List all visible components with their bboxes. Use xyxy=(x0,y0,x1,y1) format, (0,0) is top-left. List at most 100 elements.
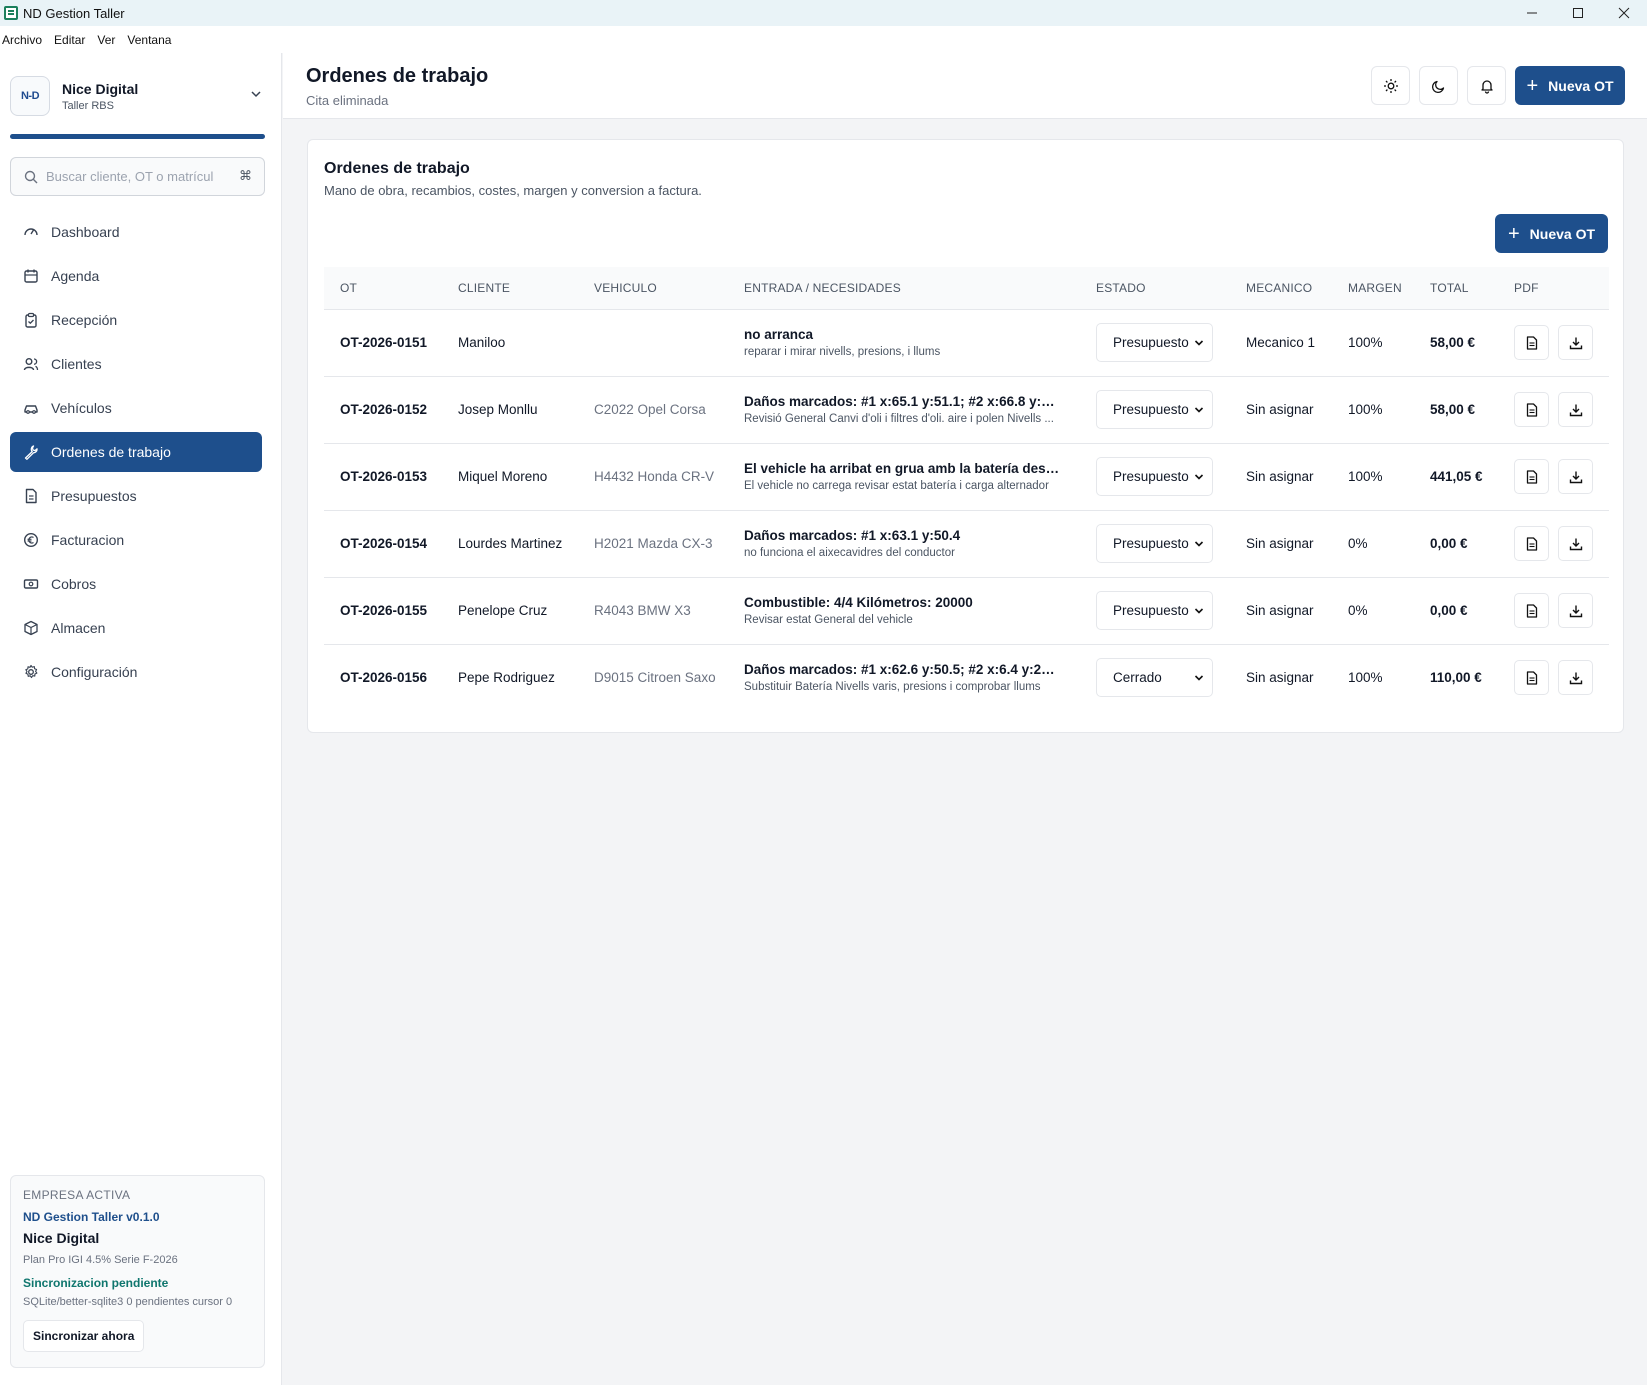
menu-archivo[interactable]: Archivo xyxy=(2,32,43,47)
total: 0,00 € xyxy=(1430,536,1468,551)
col-header-margen[interactable]: MARGEN xyxy=(1348,280,1402,295)
status-select[interactable]: Presupuesto xyxy=(1096,323,1213,362)
notifications-button[interactable] xyxy=(1467,66,1506,105)
margin: 100% xyxy=(1348,469,1383,484)
sidebar-item-cobros[interactable]: Cobros xyxy=(10,564,262,604)
col-header-cliente[interactable]: CLIENTE xyxy=(458,280,511,295)
window-title: ND Gestion Taller xyxy=(23,5,125,21)
table-row[interactable]: OT-2026-0154 Lourdes Martinez H2021 Mazd… xyxy=(324,510,1609,577)
status-select[interactable]: Presupuesto xyxy=(1096,390,1213,429)
view-pdf-button[interactable] xyxy=(1514,392,1549,427)
download-pdf-button[interactable] xyxy=(1558,526,1593,561)
col-header-estado[interactable]: ESTADO xyxy=(1096,280,1146,295)
view-pdf-button[interactable] xyxy=(1514,660,1549,696)
sidebar-item-agenda[interactable]: Agenda xyxy=(10,256,262,296)
minimize-button[interactable] xyxy=(1509,0,1555,26)
download-pdf-button[interactable] xyxy=(1558,325,1593,360)
ot-number: OT-2026-0156 xyxy=(340,670,428,686)
table-row[interactable]: OT-2026-0156 Pepe Rodriguez D9015 Citroe… xyxy=(324,644,1609,711)
table-row[interactable]: OT-2026-0152 Josep Monllu C2022 Opel Cor… xyxy=(324,376,1609,443)
col-header-total[interactable]: TOTAL xyxy=(1430,280,1469,295)
table-row[interactable]: OT-2026-0153 Miquel Moreno H4432 Honda C… xyxy=(324,443,1609,510)
chevron-down-icon xyxy=(251,91,261,98)
sidebar-item-dashboard[interactable]: Dashboard xyxy=(10,212,262,252)
search-input[interactable] xyxy=(46,169,214,184)
sidebar-item-configuracion[interactable]: Configuración xyxy=(10,652,262,692)
sidebar-item-presupuestos[interactable]: Presupuestos xyxy=(10,476,262,516)
chevron-down-icon xyxy=(1194,339,1204,346)
col-header-mecanico[interactable]: MECANICO xyxy=(1246,280,1313,295)
download-pdf-button[interactable] xyxy=(1558,459,1593,494)
card-title: Ordenes de trabajo xyxy=(324,160,470,177)
need-summary: Daños marcados: #1 x:65.1 y:51.1; #2 x:6… xyxy=(744,394,1062,409)
app-icon xyxy=(4,6,18,20)
needs-cell: Daños marcados: #1 x:65.1 y:51.1; #2 x:6… xyxy=(728,376,1080,443)
workspace-switcher[interactable]: N-D Nice Digital Taller RBS xyxy=(10,73,265,119)
download-icon xyxy=(1569,605,1582,617)
client-name: Pepe Rodriguez xyxy=(458,670,555,686)
db-status: SQLite/better-sqlite3 0 pendientes curso… xyxy=(23,1296,233,1308)
maximize-icon xyxy=(1573,8,1583,18)
view-pdf-button[interactable] xyxy=(1514,325,1549,360)
status-select[interactable]: Cerrado xyxy=(1096,658,1213,698)
sidebar-item-almacen[interactable]: Almacen xyxy=(10,608,262,648)
total: 0,00 € xyxy=(1430,603,1468,618)
close-window-button[interactable] xyxy=(1601,0,1647,26)
company-label: EMPRESA ACTIVA xyxy=(23,1188,131,1202)
sidebar-item-ordenes[interactable]: Ordenes de trabajo xyxy=(10,432,262,472)
view-pdf-button[interactable] xyxy=(1514,526,1549,561)
need-detail: no funciona el aixecavidres del conducto… xyxy=(744,547,955,559)
page-subtitle: Cita eliminada xyxy=(306,93,389,108)
status-value: Presupuesto xyxy=(1113,536,1189,551)
menu-ver[interactable]: Ver xyxy=(97,32,116,47)
view-pdf-button[interactable] xyxy=(1514,593,1549,628)
download-pdf-button[interactable] xyxy=(1558,392,1593,427)
total: 58,00 € xyxy=(1430,402,1476,417)
sidebar-item-recepcion[interactable]: Recepción xyxy=(10,300,262,340)
sidebar-item-vehiculos[interactable]: Vehículos xyxy=(10,388,262,428)
new-ot-card-button[interactable]: + Nueva OT xyxy=(1495,214,1608,253)
col-header-entrada[interactable]: ENTRADA / NECESIDADES xyxy=(744,280,901,295)
package-icon xyxy=(24,620,38,636)
download-pdf-button[interactable] xyxy=(1558,660,1593,696)
download-icon xyxy=(1569,471,1582,483)
new-ot-header-button[interactable]: + Nueva OT xyxy=(1515,66,1625,105)
view-pdf-button[interactable] xyxy=(1514,459,1549,494)
file-text-icon xyxy=(1526,469,1537,484)
ot-number: OT-2026-0153 xyxy=(340,469,428,484)
col-header-vehiculo[interactable]: VEHICULO xyxy=(594,280,657,295)
status-select[interactable]: Presupuesto xyxy=(1096,524,1213,563)
client-name: Josep Monllu xyxy=(458,402,538,417)
chevron-down-icon xyxy=(1194,675,1204,681)
plus-icon: + xyxy=(1507,222,1520,245)
col-header-ot[interactable]: OT xyxy=(340,280,358,295)
sidebar-item-clientes[interactable]: Clientes xyxy=(10,344,262,384)
table-row[interactable]: OT-2026-0155 Penelope Cruz R4043 BMW X3 … xyxy=(324,577,1609,644)
client-name: Penelope Cruz xyxy=(458,603,548,618)
sidebar-item-facturacion[interactable]: Facturacion xyxy=(10,520,262,560)
needs-cell: El vehicle ha arribat en grua amb la bat… xyxy=(728,443,1080,510)
download-pdf-button[interactable] xyxy=(1558,593,1593,628)
need-detail: Substituir Batería Nivells varis, presio… xyxy=(744,681,1041,694)
dark-theme-button[interactable] xyxy=(1419,66,1458,105)
maximize-button[interactable] xyxy=(1555,0,1601,26)
main-content: Ordenes de trabajo Cita eliminada + Nuev… xyxy=(283,53,1647,1385)
light-theme-button[interactable] xyxy=(1371,66,1410,105)
window-titlebar: ND Gestion Taller xyxy=(0,0,1647,26)
table-row[interactable]: OT-2026-0151 Maniloo no arranca reparar … xyxy=(324,309,1609,376)
sidebar-item-label: Almacen xyxy=(51,620,106,636)
status-select[interactable]: Presupuesto xyxy=(1096,591,1213,630)
minimize-icon xyxy=(1527,12,1537,14)
status-select[interactable]: Presupuesto xyxy=(1096,457,1213,496)
need-summary: Daños marcados: #1 x:62.6 y:50.5; #2 x:6… xyxy=(744,662,1062,678)
menu-ventana[interactable]: Ventana xyxy=(127,32,172,47)
download-icon xyxy=(1569,404,1582,416)
sidebar-item-label: Agenda xyxy=(51,268,100,284)
active-company-panel: EMPRESA ACTIVA ND Gestion Taller v0.1.0 … xyxy=(10,1175,265,1368)
status-value: Presupuesto xyxy=(1113,402,1189,417)
margin: 0% xyxy=(1348,603,1368,618)
menu-editar[interactable]: Editar xyxy=(54,32,86,47)
need-detail: reparar i mirar nivells, presions, i llu… xyxy=(744,346,941,358)
sync-now-button[interactable]: Sincronizar ahora xyxy=(23,1320,145,1352)
margin: 100% xyxy=(1348,402,1383,417)
